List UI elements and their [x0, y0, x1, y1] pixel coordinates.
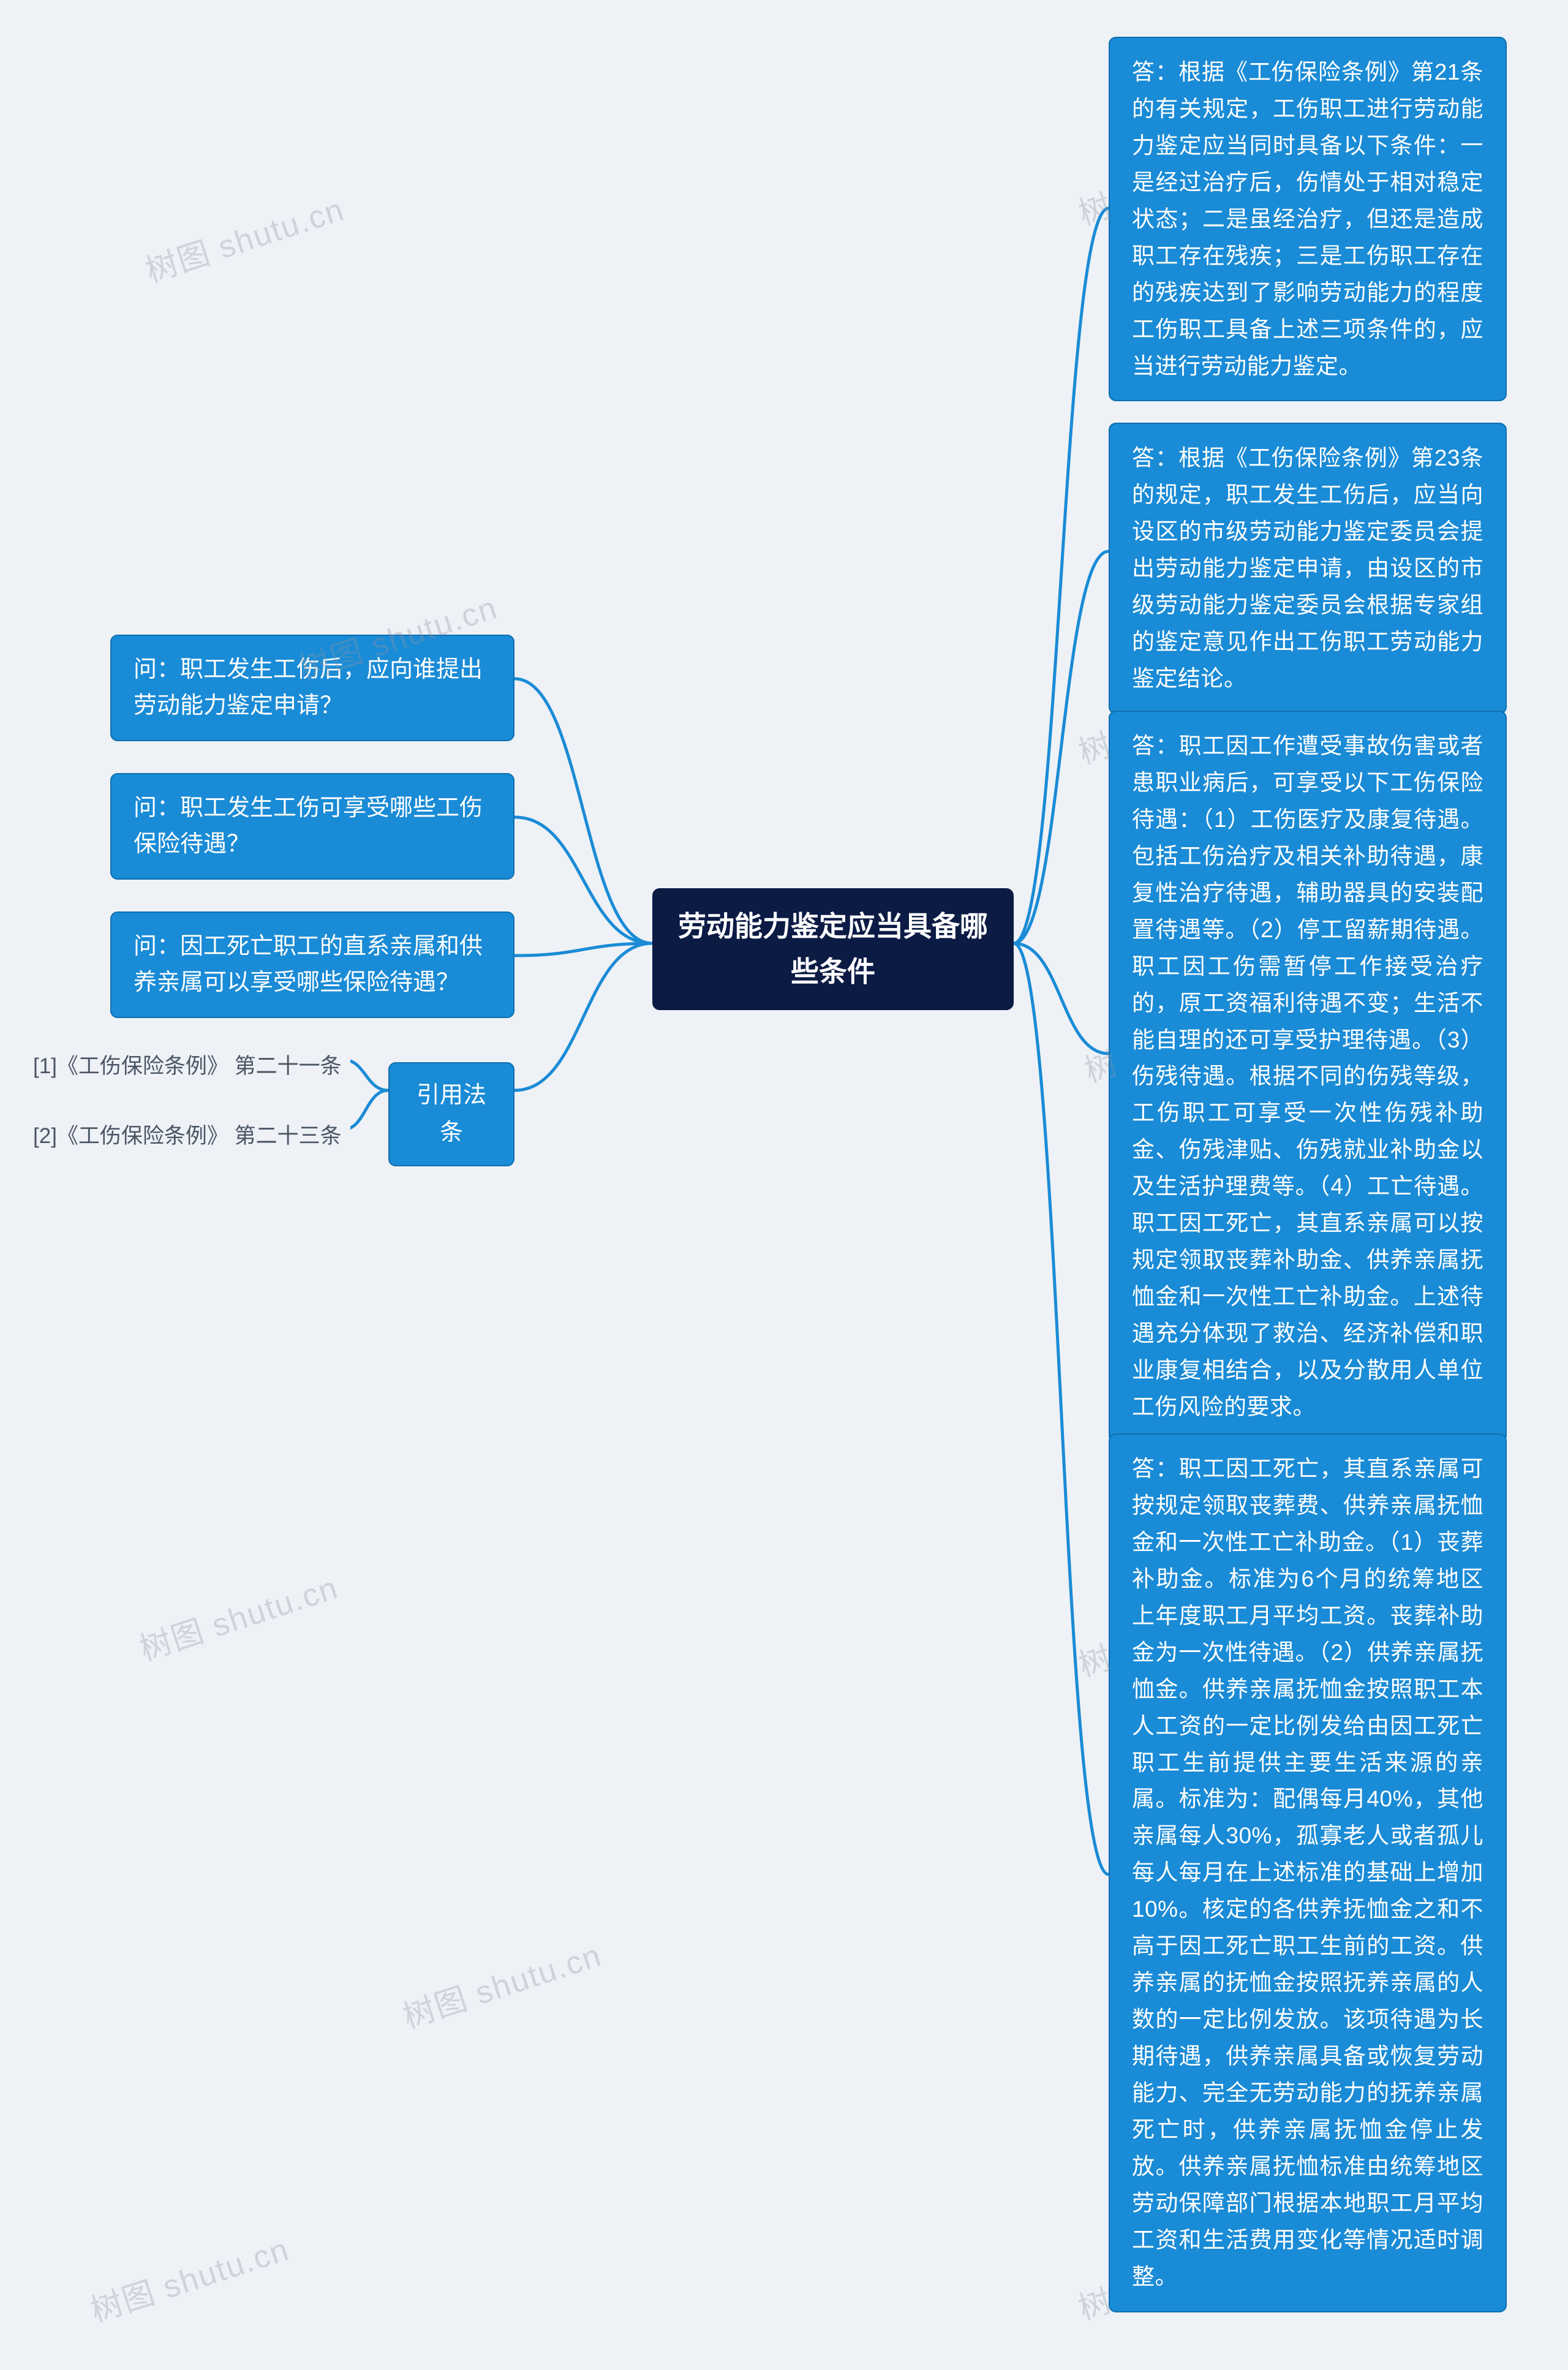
- question-node: 问：职工发生工伤后，应向谁提出劳动能力鉴定申请？: [110, 635, 514, 741]
- references-node: 引用法条: [388, 1062, 514, 1166]
- reference-leaf: [2]《工伤保险条例》 第二十三条: [24, 1115, 350, 1153]
- watermark: 树图 shutu.cn: [139, 184, 350, 291]
- reference-leaf-label: [1]《工伤保险条例》 第二十一条: [33, 1054, 342, 1078]
- answer-node: 答：职工因工死亡，其直系亲属可按规定领取丧葬费、供养亲属抚恤金和一次性工亡补助金…: [1109, 1433, 1507, 2312]
- answer-label: 答：职工因工作遭受事故伤害或者患职业病后，可享受以下工伤保险待遇：（1）工伤医疗…: [1132, 733, 1483, 1419]
- question-label: 问：职工发生工伤可享受哪些工伤保险待遇？: [134, 795, 483, 857]
- watermark: 树图 shutu.cn: [133, 1562, 344, 1669]
- question-label: 问：职工发生工伤后，应向谁提出劳动能力鉴定申请？: [134, 657, 483, 719]
- answer-node: 答：根据《工伤保险条例》第23条的规定，职工发生工伤后，应当向设区的市级劳动能力…: [1109, 423, 1507, 714]
- question-node: 问：职工发生工伤可享受哪些工伤保险待遇？: [110, 773, 514, 880]
- answer-node: 答：根据《工伤保险条例》第21条的有关规定，工伤职工进行劳动能力鉴定应当同时具备…: [1109, 37, 1507, 401]
- answer-node: 答：职工因工作遭受事故伤害或者患职业病后，可享受以下工伤保险待遇：（1）工伤医疗…: [1109, 711, 1507, 1443]
- question-label: 问：因工死亡职工的直系亲属和供养亲属可以享受哪些保险待遇？: [134, 934, 483, 995]
- answer-label: 答：根据《工伤保险条例》第21条的有关规定，工伤职工进行劳动能力鉴定应当同时具备…: [1132, 59, 1483, 379]
- watermark: 树图 shutu.cn: [396, 1930, 607, 2037]
- question-node: 问：因工死亡职工的直系亲属和供养亲属可以享受哪些保险待遇？: [110, 911, 514, 1018]
- answer-label: 答：职工因工死亡，其直系亲属可按规定领取丧葬费、供养亲属抚恤金和一次性工亡补助金…: [1132, 1456, 1483, 2289]
- references-label: 引用法条: [417, 1082, 486, 1145]
- root-label: 劳动能力鉴定应当具备哪些条件: [678, 910, 988, 987]
- answer-label: 答：根据《工伤保险条例》第23条的规定，职工发生工伤后，应当向设区的市级劳动能力…: [1132, 445, 1483, 691]
- reference-leaf: [1]《工伤保险条例》 第二十一条: [24, 1045, 350, 1084]
- reference-leaf-label: [2]《工伤保险条例》 第二十三条: [33, 1124, 342, 1148]
- watermark: 树图 shutu.cn: [84, 2224, 295, 2331]
- root-node: 劳动能力鉴定应当具备哪些条件: [652, 888, 1014, 1010]
